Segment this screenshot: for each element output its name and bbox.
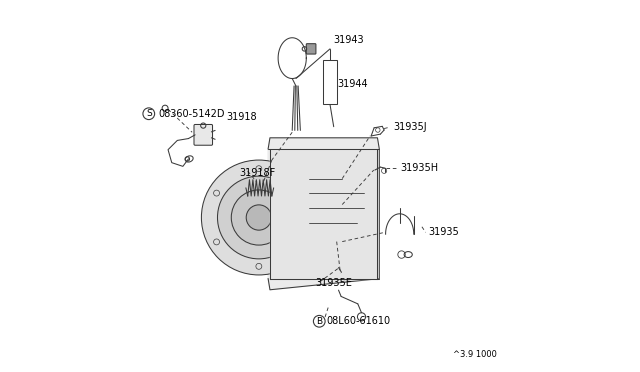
- Circle shape: [246, 205, 271, 230]
- Text: 31918F: 31918F: [239, 168, 275, 178]
- Text: 31935: 31935: [428, 227, 459, 237]
- Text: 31935H: 31935H: [400, 163, 438, 173]
- Text: B: B: [316, 317, 323, 326]
- Polygon shape: [268, 138, 380, 290]
- FancyBboxPatch shape: [307, 44, 316, 54]
- Text: 08360-5142D: 08360-5142D: [159, 109, 225, 119]
- Text: 31935J: 31935J: [393, 122, 427, 132]
- Text: S: S: [146, 109, 152, 118]
- Text: 31944: 31944: [338, 79, 369, 89]
- Circle shape: [202, 160, 316, 275]
- Text: ^3.9 1000: ^3.9 1000: [452, 350, 497, 359]
- FancyBboxPatch shape: [323, 60, 337, 105]
- Polygon shape: [270, 149, 378, 279]
- FancyBboxPatch shape: [194, 125, 212, 145]
- Text: 08L60-61610: 08L60-61610: [326, 316, 390, 326]
- Text: 31943: 31943: [333, 35, 364, 45]
- Text: 31918: 31918: [227, 112, 257, 122]
- Circle shape: [231, 190, 287, 245]
- Circle shape: [218, 176, 300, 259]
- Text: 31935E: 31935E: [316, 278, 353, 288]
- Circle shape: [364, 246, 377, 259]
